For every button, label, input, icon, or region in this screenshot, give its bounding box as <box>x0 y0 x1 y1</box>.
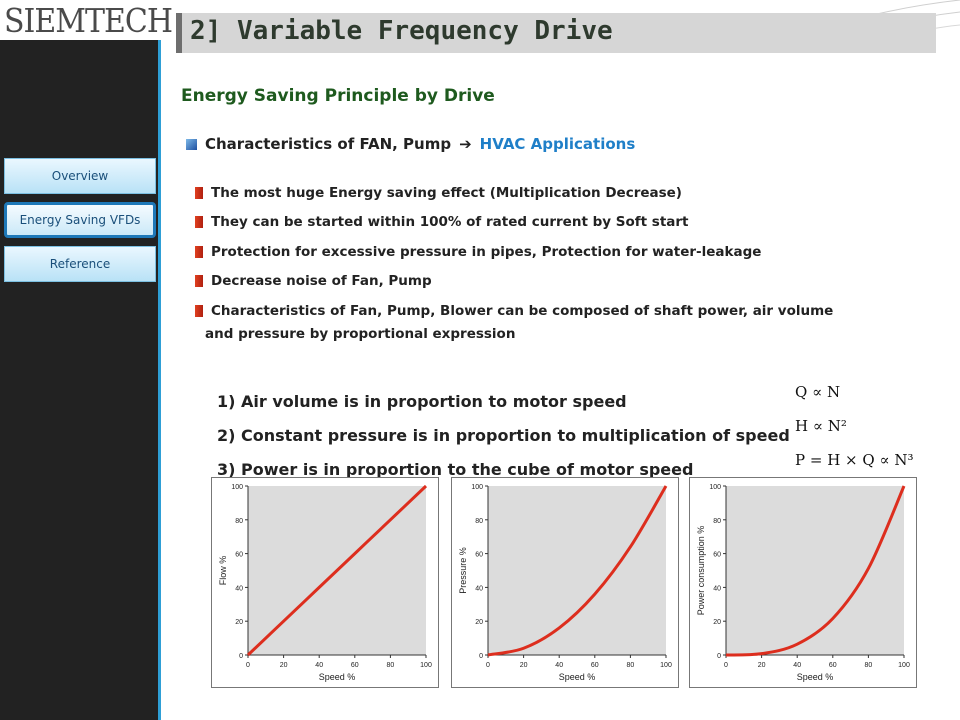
y-tick-label: 0 <box>479 653 483 660</box>
y-tick-label: 20 <box>475 619 483 626</box>
y-tick-label: 100 <box>231 484 243 491</box>
y-tick-label: 100 <box>471 484 483 491</box>
x-tick-label: 40 <box>793 662 801 669</box>
plot-area <box>488 486 666 655</box>
bullet-icon <box>195 245 203 258</box>
x-tick-label: 100 <box>660 662 672 669</box>
rule-item: 3) Power is in proportion to the cube of… <box>217 459 694 479</box>
series-line <box>487 485 668 657</box>
x-tick-label: 80 <box>387 662 395 669</box>
bullet-icon <box>195 275 203 288</box>
bullet-icon <box>195 216 203 229</box>
list-item: Protection for excessive pressure in pip… <box>195 237 833 267</box>
list-item-text: Decrease noise of Fan, Pump <box>211 273 432 290</box>
x-axis-label: Speed % <box>319 672 356 682</box>
list-item-text: Protection for excessive pressure in pip… <box>211 243 762 260</box>
x-tick-label: 60 <box>351 662 359 669</box>
power-chart-svg: 0 20 40 60 80 100 0 20 40 60 80 100 Speed % Power con… <box>696 484 910 682</box>
title-bar <box>178 13 936 53</box>
y-tick-label: 80 <box>235 518 243 525</box>
x-tick-label: 20 <box>280 662 288 669</box>
list-item-text: Characteristics of Fan, Pump, Blower can… <box>211 302 834 319</box>
y-tick-label: 40 <box>235 585 243 592</box>
pressure-chart-svg: 0 20 40 60 80 100 0 20 40 60 80 100 Speed % Pressure … <box>458 484 672 682</box>
list-item-text: They can be started within 100% of rated… <box>211 214 689 231</box>
y-axis-label: Power consumption % <box>696 526 706 616</box>
x-tick-label: 20 <box>758 662 766 669</box>
hvac-applications: HVAC Applications <box>479 135 636 153</box>
y-tick-label: 60 <box>475 552 483 559</box>
x-tick-label: 40 <box>315 662 323 669</box>
x-tick-label: 40 <box>555 662 563 669</box>
characteristics-line: Characteristics of FAN, Pump ➔ HVAC Appl… <box>186 135 635 153</box>
square-bullet-icon <box>186 138 197 150</box>
logo: SIEMTECH <box>4 2 173 41</box>
x-axis-label: Speed % <box>559 672 596 682</box>
plot-area <box>726 486 904 655</box>
series-line <box>725 485 906 657</box>
y-tick-label: 20 <box>235 619 243 626</box>
characteristics-label: Characteristics of FAN, Pump <box>205 135 452 153</box>
logo-area: SIEMTECH <box>0 0 173 41</box>
rule-item: 1) Air volume is in proportion to motor … <box>217 391 627 411</box>
sidebar-divider <box>158 40 161 720</box>
sidebar-item-energy-saving-vfds[interactable]: Energy Saving VFDs <box>4 202 156 238</box>
x-tick-label: 80 <box>865 662 873 669</box>
formula-pressure: H ∝ N² <box>795 417 847 435</box>
bullet-icon <box>195 304 203 317</box>
y-tick-label: 40 <box>475 585 483 592</box>
y-tick-label: 80 <box>713 518 721 525</box>
formula-flow: Q ∝ N <box>795 383 841 401</box>
bullet-icon <box>195 186 203 199</box>
x-tick-label: 80 <box>627 662 635 669</box>
list-item: Decrease noise of Fan, Pump <box>195 267 833 297</box>
list-item: They can be started within 100% of rated… <box>195 208 833 238</box>
x-tick-label: 0 <box>724 662 728 669</box>
list-item-text: The most huge Energy saving effect (Mult… <box>211 184 682 201</box>
page-title: 2] Variable Frequency Drive <box>190 16 613 46</box>
x-tick-label: 60 <box>591 662 599 669</box>
section-subtitle: Energy Saving Principle by Drive <box>181 86 495 106</box>
y-tick-label: 0 <box>239 653 243 660</box>
x-tick-label: 100 <box>420 662 432 669</box>
flow-chart: 0 20 40 60 80 100 0 20 40 60 80 100 Speed % Flow % <box>211 477 439 688</box>
sidebar-item-overview[interactable]: Overview <box>4 158 156 194</box>
sidebar-item-reference[interactable]: Reference <box>4 246 156 282</box>
flow-chart-svg: 0 20 40 60 80 100 0 20 40 60 80 100 Speed % Flow % <box>218 484 432 682</box>
arrow-icon: ➔ <box>459 135 472 153</box>
list-item: The most huge Energy saving effect (Mult… <box>195 178 833 208</box>
series-line <box>246 484 428 657</box>
x-tick-label: 100 <box>898 662 910 669</box>
x-tick-label: 0 <box>246 662 250 669</box>
y-tick-label: 80 <box>475 518 483 525</box>
y-tick-label: 0 <box>717 653 721 660</box>
y-axis-label: Flow % <box>218 556 228 586</box>
y-tick-label: 40 <box>713 585 721 592</box>
rules-list: 1) Air volume is in proportion to motor … <box>217 384 790 486</box>
y-tick-label: 60 <box>713 552 721 559</box>
x-tick-label: 20 <box>520 662 528 669</box>
formula-power: P = H × Q ∝ N³ <box>795 451 914 469</box>
list-item-continuation: and pressure by proportional expression <box>205 325 516 342</box>
power-chart: 0 20 40 60 80 100 0 20 40 60 80 100 Speed % Power con… <box>689 477 917 688</box>
rule-item: 2) Constant pressure is in proportion to… <box>217 425 790 445</box>
sidebar <box>0 0 160 720</box>
pressure-chart: 0 20 40 60 80 100 0 20 40 60 80 100 Speed % Pressure … <box>451 477 679 688</box>
bullet-list: The most huge Energy saving effect (Mult… <box>195 178 833 346</box>
title-accent <box>176 13 182 53</box>
y-axis-label: Pressure % <box>458 547 468 594</box>
x-tick-label: 60 <box>829 662 837 669</box>
y-tick-label: 100 <box>709 484 721 491</box>
x-tick-label: 0 <box>486 662 490 669</box>
x-axis-label: Speed % <box>797 672 834 682</box>
y-tick-label: 60 <box>235 552 243 559</box>
list-item: Characteristics of Fan, Pump, Blower can… <box>195 296 833 326</box>
y-tick-label: 20 <box>713 619 721 626</box>
